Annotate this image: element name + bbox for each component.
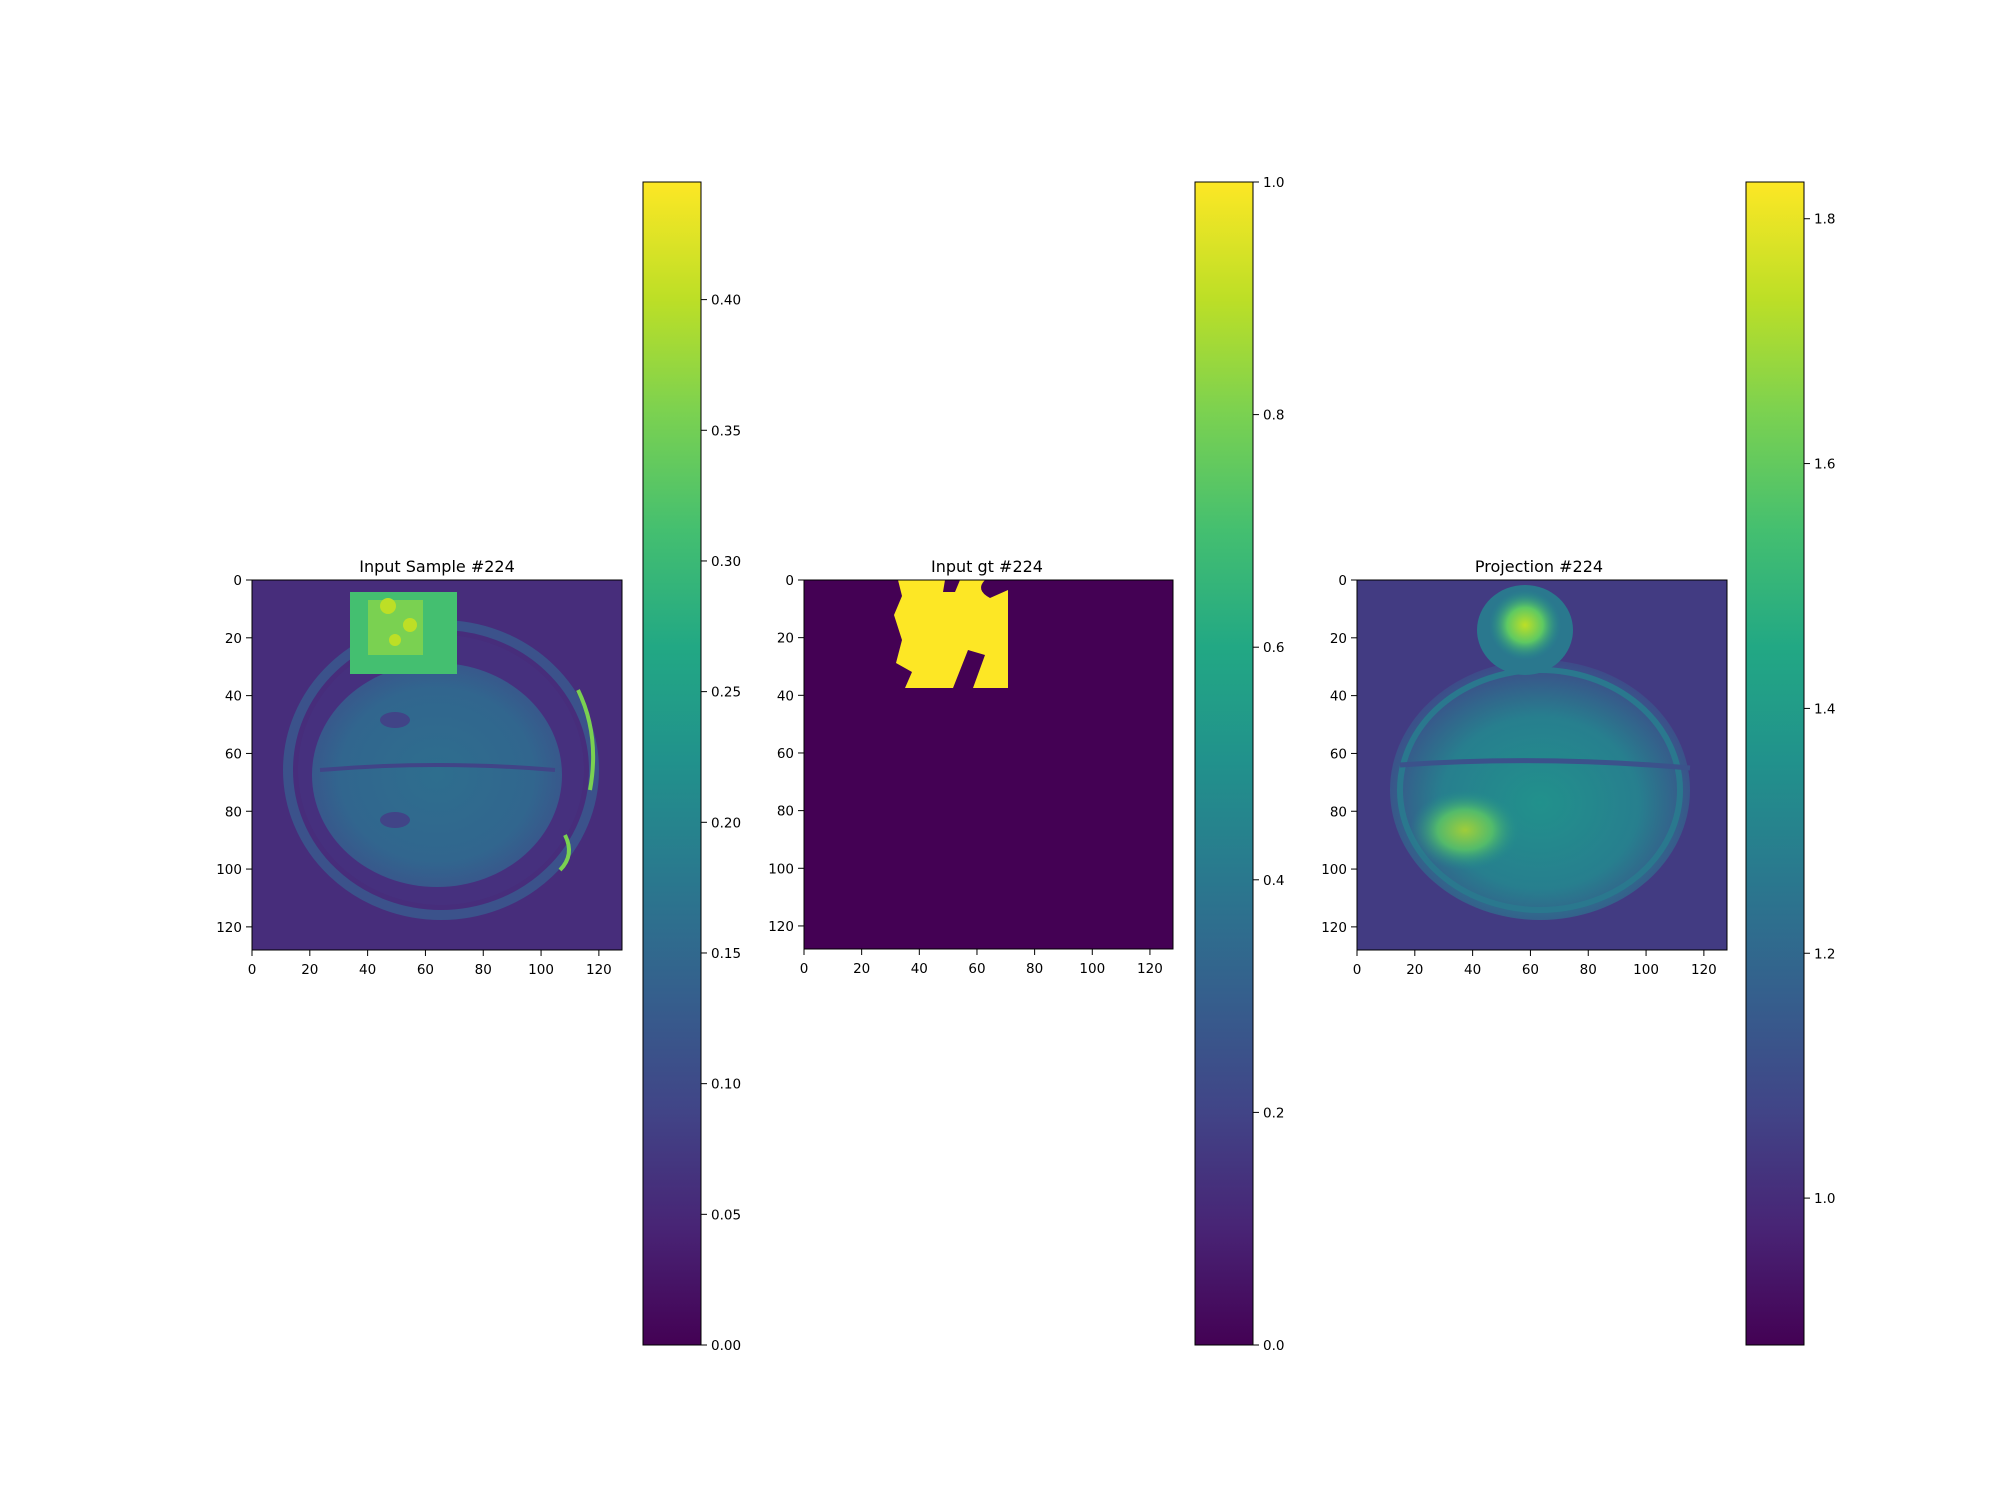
- x-tick-label: 80: [475, 962, 492, 978]
- colorbar-tick-label: 0.15: [711, 946, 741, 962]
- y-tick-label: 20: [1330, 631, 1347, 647]
- y-tick-label: 20: [225, 631, 242, 647]
- colorbar-tick-label: 0.10: [711, 1077, 741, 1093]
- y-tick-label: 40: [225, 689, 242, 705]
- colorbar-tick-label: 1.0: [1263, 175, 1284, 191]
- axes-frame: [803, 579, 1174, 950]
- y-tick-label: 60: [1330, 746, 1347, 762]
- y-tick-label: 40: [1330, 689, 1347, 705]
- x-axis: 0 20 40 60 80 100 120: [800, 949, 1163, 977]
- y-tick-label: 100: [216, 862, 242, 878]
- colorbar-tick-label: 0.4: [1263, 873, 1284, 889]
- y-axis: 0 20 40 60 80 100 120: [768, 573, 804, 935]
- panel-title: Projection #224: [1475, 557, 1603, 576]
- x-axis: 0 20 40 60 80 100 120: [1353, 950, 1717, 978]
- y-axis: 0 20 40 60 80 100 120: [1321, 573, 1357, 936]
- colorbar: [1745, 181, 1805, 1346]
- y-tick-label: 60: [225, 746, 242, 762]
- heatmap-image: [252, 580, 622, 950]
- y-tick-label: 80: [225, 804, 242, 820]
- colorbar-tick-label: 0.20: [711, 815, 741, 831]
- x-tick-label: 100: [1079, 961, 1105, 977]
- colorbar-tick-label: 0.40: [711, 293, 741, 309]
- colorbar-tick-label: 0.00: [711, 1338, 741, 1354]
- colorbar-tick-label: 0.35: [711, 423, 741, 439]
- panel-title: Input gt #224: [931, 557, 1043, 576]
- colorbar-tick-label: 1.2: [1814, 946, 1835, 962]
- y-axis: 0 20 40 60 80 100 120: [216, 573, 252, 936]
- colorbar-tick-label: 0.25: [711, 685, 741, 701]
- colorbar-tick-label: 0.05: [711, 1207, 741, 1223]
- y-tick-label: 80: [1330, 804, 1347, 820]
- x-tick-label: 100: [528, 962, 554, 978]
- x-tick-label: 20: [1406, 962, 1423, 978]
- x-tick-label: 80: [1580, 962, 1597, 978]
- colorbar-tick-label: 1.0: [1814, 1191, 1835, 1207]
- y-tick-label: 80: [777, 804, 794, 820]
- x-tick-label: 20: [853, 961, 870, 977]
- x-tick-label: 0: [248, 962, 257, 978]
- x-tick-label: 60: [968, 961, 985, 977]
- y-tick-label: 60: [777, 746, 794, 762]
- y-tick-label: 100: [768, 861, 794, 877]
- y-tick-label: 120: [768, 919, 794, 935]
- panel-input-gt: Input gt #224 0 20 40 60 80 100 120 0 20 40 60 80 1…: [768, 175, 1284, 1354]
- colorbar-tick-label: 0.30: [711, 554, 741, 570]
- axes-frame: [251, 579, 623, 951]
- x-tick-label: 60: [417, 962, 434, 978]
- y-tick-label: 40: [777, 688, 794, 704]
- x-tick-label: 120: [1137, 961, 1163, 977]
- heatmap-image: [804, 580, 1173, 949]
- x-tick-label: 40: [911, 961, 928, 977]
- panel-title: Input Sample #224: [359, 557, 515, 576]
- colorbar: [642, 181, 702, 1346]
- panel-input-sample: Input Sample #224 0 20 40 60 80 100 120 0 20 40 6…: [216, 181, 741, 1354]
- x-tick-label: 120: [1691, 962, 1717, 978]
- x-tick-label: 80: [1026, 961, 1043, 977]
- colorbar-tick-label: 1.8: [1814, 212, 1835, 228]
- x-axis: 0 20 40 60 80 100 120: [248, 950, 612, 978]
- colorbar-tick-label: 0.6: [1263, 640, 1284, 656]
- colorbar-ticks: 1.0 1.2 1.4 1.6 1.8: [1804, 212, 1835, 1207]
- x-tick-label: 20: [301, 962, 318, 978]
- x-tick-label: 40: [1464, 962, 1481, 978]
- panel-projection: Projection #224 0 20 40 60 80 100 120 0 20 40 60 8…: [1321, 181, 1835, 1346]
- y-tick-label: 20: [777, 631, 794, 647]
- y-tick-label: 120: [216, 920, 242, 936]
- y-tick-label: 0: [1338, 573, 1347, 589]
- y-tick-label: 100: [1321, 862, 1347, 878]
- x-tick-label: 0: [800, 961, 809, 977]
- x-tick-label: 100: [1633, 962, 1659, 978]
- y-tick-label: 120: [1321, 920, 1347, 936]
- colorbar-tick-label: 0.2: [1263, 1105, 1284, 1121]
- colorbar-tick-label: 0.0: [1263, 1338, 1284, 1354]
- x-tick-label: 0: [1353, 962, 1362, 978]
- x-tick-label: 120: [586, 962, 612, 978]
- colorbar-ticks: 0.0 0.2 0.4 0.6 0.8 1.0: [1253, 175, 1284, 1354]
- y-tick-label: 0: [233, 573, 242, 589]
- x-tick-label: 60: [1522, 962, 1539, 978]
- colorbar: [1194, 181, 1254, 1346]
- x-tick-label: 40: [359, 962, 376, 978]
- axes-frame: [1356, 579, 1728, 951]
- colorbar-tick-label: 0.8: [1263, 408, 1284, 424]
- y-tick-label: 0: [785, 573, 794, 589]
- colorbar-tick-label: 1.4: [1814, 701, 1835, 717]
- heatmap-image: [1357, 580, 1727, 950]
- colorbar-ticks: 0.00 0.05 0.10 0.15 0.20 0.25 0.30 0.35 0.40: [701, 293, 741, 1354]
- colorbar-tick-label: 1.6: [1814, 457, 1835, 473]
